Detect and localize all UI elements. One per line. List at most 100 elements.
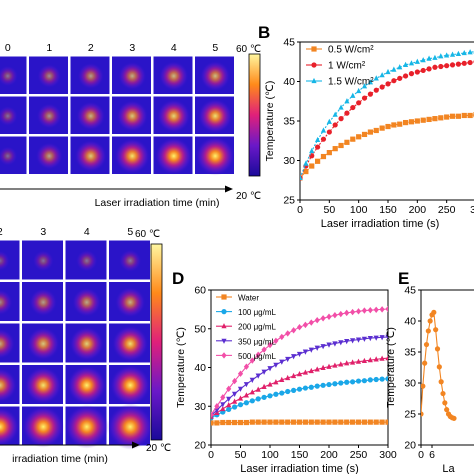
x-tick-label: 50 [323,204,335,216]
x-tick-label: 300 [379,449,397,461]
data-point [237,386,244,392]
panel-letter-d: D [172,269,184,288]
data-point [408,71,415,77]
data-point [291,372,297,379]
series-line [300,61,474,179]
data-point [255,373,261,379]
data-point [379,306,385,313]
data-point [397,121,403,127]
series [300,59,474,181]
data-point [344,339,350,345]
data-point [237,370,244,377]
colorbar-c-min-label: 20 ℃ [146,443,171,454]
data-point [267,366,273,372]
data-point [355,337,362,343]
y-tick-label: 40 [283,76,295,88]
data-point [373,306,379,313]
data-point [391,66,397,72]
heat-spot [112,325,149,362]
data-point [373,335,379,341]
data-point [438,63,444,70]
data-point [361,357,367,364]
heat-spot [32,250,54,272]
data-point [455,113,461,119]
data-point [232,377,238,385]
data-point [367,335,373,342]
heat-spot [0,65,19,87]
panel-letter-e: E [398,269,409,288]
data-point [220,394,226,401]
x-tick-label: 250 [438,204,456,216]
data-point [373,419,379,425]
heat-spot [155,137,193,175]
data-point [255,419,261,425]
data-point [449,51,456,57]
legend: 0.5 W/cm² 1 W/cm² 1.5 W/cm² [306,45,374,88]
data-point [232,398,238,404]
data-point [344,139,350,145]
data-point [291,419,297,425]
data-point [432,116,438,122]
data-point [243,382,249,388]
x-tick-label: 150 [379,204,397,216]
heat-spot [36,103,62,129]
y-tick-label: 45 [283,37,295,49]
series-line [211,378,388,419]
y-axis-label: Temperature (℃) [385,327,397,408]
column-label: 3 [40,226,46,238]
data-point [261,369,267,375]
data-point [385,419,388,425]
data-point [403,61,409,68]
y-tick-label: 35 [404,347,416,359]
heat-spot [197,98,233,134]
data-point [444,114,450,120]
data-point [232,391,238,397]
heat-spot [107,403,154,450]
data-point [344,419,350,425]
heat-spot [114,138,150,174]
series [211,355,388,419]
y-tick-label: 60 [194,285,206,297]
data-point [308,347,314,353]
data-point [361,83,368,89]
data-point [367,377,373,383]
grid-c-column-labels: 2 3 4 5 [0,226,133,238]
data-point [426,66,432,72]
data-point [314,317,320,324]
data-point [344,110,350,116]
heat-spot [72,287,102,317]
data-point [302,321,308,329]
grid-a-column-labels: 0 1 2 3 4 5 [5,42,219,54]
heat-spot [119,249,142,272]
data-point [361,419,367,425]
data-point [311,77,317,84]
data-point [414,58,420,64]
data-point [373,87,379,93]
data-point [361,131,368,138]
data-point [356,134,362,140]
series [211,334,388,419]
data-point [249,419,255,425]
data-point [436,364,442,370]
data-point [423,341,430,348]
data-point [315,136,321,143]
heat-spot [37,64,62,88]
data-point [367,419,373,425]
heat-spot [74,139,107,173]
heat-spot [0,368,17,403]
data-point [367,129,373,135]
heat-spot [0,146,18,166]
data-point [285,374,291,381]
time-arrow-a-head [225,185,233,193]
data-point [350,136,356,142]
x-tick-label: 200 [320,449,338,461]
data-point [232,419,238,426]
data-point [267,381,273,387]
data-point [421,411,424,417]
data-point [414,69,420,75]
data-point [432,64,438,70]
data-point [320,127,327,133]
data-point [397,64,403,70]
column-label: 4 [171,42,177,54]
data-point [285,388,291,395]
